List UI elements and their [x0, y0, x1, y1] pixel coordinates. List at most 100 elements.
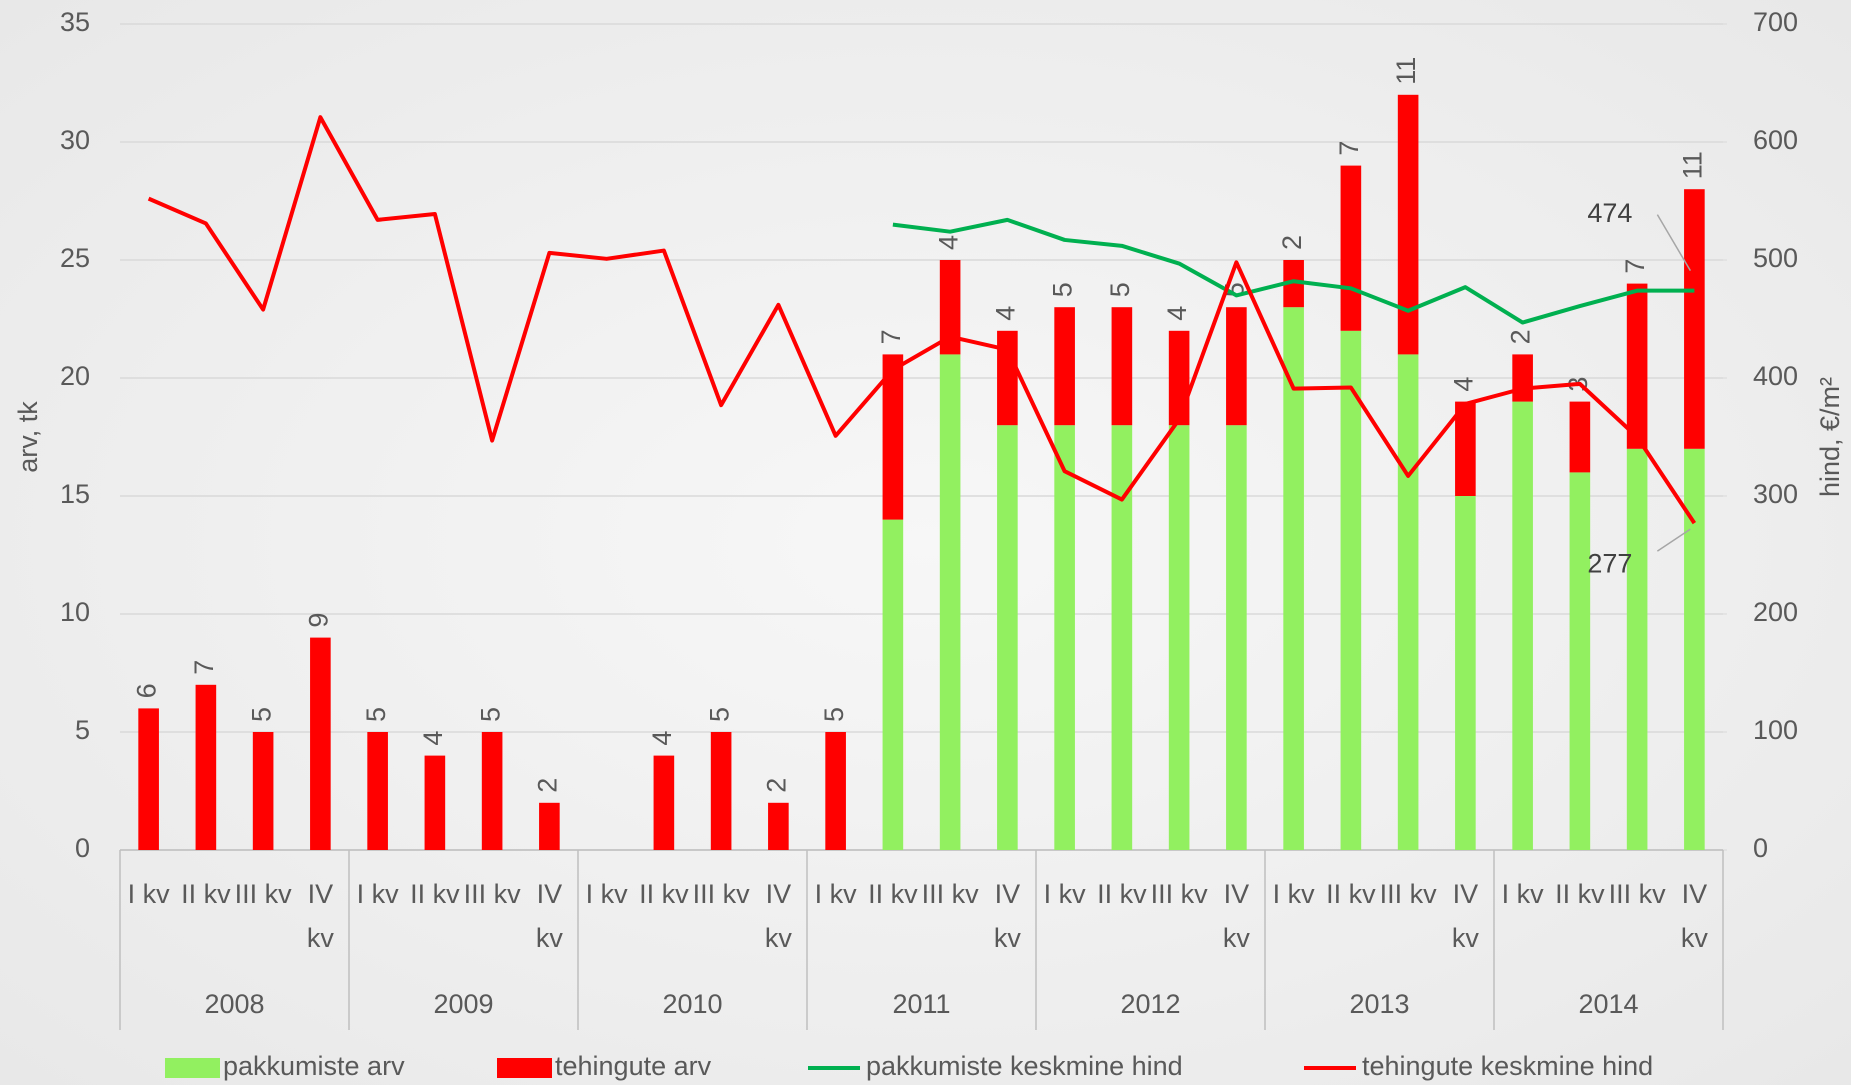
bar-segment	[1226, 307, 1247, 426]
bar-segment	[1283, 260, 1304, 308]
bar-segment	[252, 732, 274, 850]
data-label: 277	[1587, 548, 1632, 578]
bar-segment	[310, 637, 331, 850]
bar-segment	[1168, 330, 1190, 426]
bar-segment	[1569, 472, 1591, 850]
legend-label: tehingute arv	[555, 1051, 712, 1081]
y2-tick-label: 700	[1753, 7, 1798, 37]
y2-tick-label: 200	[1753, 597, 1798, 627]
data-label: 5	[1105, 282, 1135, 297]
bar-segment	[367, 732, 388, 850]
bar-segment	[1455, 496, 1476, 850]
data-label: 4	[991, 306, 1021, 321]
y-tick-label: 15	[60, 479, 90, 509]
data-label: 5	[246, 707, 276, 722]
bar-segment	[997, 425, 1018, 850]
bar-segment	[1684, 448, 1705, 850]
data-label: 5	[819, 707, 849, 722]
bar-segment	[882, 519, 904, 850]
data-label: 5	[1048, 282, 1078, 297]
data-label: 2	[762, 778, 792, 793]
bar-segment	[1111, 307, 1133, 426]
x-tick-label: II kv	[181, 879, 231, 909]
y-tick-label: 30	[60, 125, 90, 155]
y2-tick-label: 400	[1753, 361, 1798, 391]
y2-tick-label: 500	[1753, 243, 1798, 273]
bar-segment	[1626, 448, 1648, 850]
y-tick-label: 20	[60, 361, 90, 391]
data-label: 4	[1449, 377, 1479, 392]
x-tick-label: I kv	[1502, 879, 1545, 909]
y2-tick-label: 0	[1753, 833, 1768, 863]
data-label: 2	[1506, 329, 1536, 344]
data-label: 7	[189, 660, 219, 675]
data-label: 4	[418, 731, 448, 746]
x-tick-label: IV kv	[765, 879, 793, 953]
x-tick-label: II kv	[1555, 879, 1605, 909]
data-label: 9	[304, 613, 334, 628]
y-tick-label: 5	[75, 715, 90, 745]
x-tick-label: IV kv	[994, 879, 1022, 953]
data-label: 2	[533, 778, 563, 793]
y2-axis-title: hind, €/m²	[1815, 377, 1845, 497]
x-tick-label: III kv	[922, 879, 980, 909]
x-tick-label: IV kv	[1223, 879, 1251, 953]
x-tick-label: I kv	[1273, 879, 1316, 909]
legend-swatch	[497, 1058, 552, 1078]
x-tick-label: I kv	[357, 879, 400, 909]
line-series	[147, 115, 1697, 525]
x-tick-label: I kv	[815, 879, 858, 909]
group-label: 2013	[1349, 989, 1409, 1019]
leader-line	[1656, 528, 1691, 552]
x-tick-label: I kv	[586, 879, 629, 909]
x-tick-label: I kv	[1044, 879, 1087, 909]
data-label: 6	[132, 683, 162, 698]
x-tick-label: IV kv	[536, 879, 564, 953]
data-label: 7	[1334, 141, 1364, 156]
legend-label: pakkumiste arv	[223, 1051, 405, 1081]
bar-segment	[1512, 354, 1533, 402]
bar-segment	[539, 802, 560, 850]
x-tick-label: III kv	[1151, 879, 1209, 909]
x-tick-label: III kv	[235, 879, 293, 909]
bar-segment	[1569, 401, 1591, 473]
data-label: 7	[1620, 259, 1650, 274]
x-tick-label: II kv	[1097, 879, 1147, 909]
legend-label: pakkumiste keskmine hind	[866, 1051, 1183, 1081]
group-label: 2009	[433, 989, 493, 1019]
bar-segment	[1455, 401, 1476, 496]
bar-segment	[710, 732, 732, 850]
data-label: 7	[876, 329, 906, 344]
line-series	[892, 217, 1695, 325]
x-tick-label: IV kv	[1681, 879, 1709, 953]
data-label: 5	[704, 707, 734, 722]
leader-line	[1656, 214, 1692, 272]
bar-segment	[1512, 401, 1533, 850]
data-label: 5	[361, 707, 391, 722]
data-label: 474	[1587, 198, 1632, 228]
data-label: 2	[1277, 235, 1307, 250]
x-tick-label: III kv	[1380, 879, 1438, 909]
legend-label: tehingute keskmine hind	[1362, 1051, 1653, 1081]
bar-segment	[1340, 330, 1362, 850]
bar-segment	[1111, 425, 1133, 850]
data-label: 4	[933, 235, 963, 250]
x-tick-label: IV kv	[1452, 879, 1480, 953]
x-tick-label: II kv	[410, 879, 460, 909]
bar-segment	[195, 684, 217, 850]
bar-segment	[768, 802, 789, 850]
bar-segment	[1054, 425, 1075, 850]
bar-segment	[1684, 189, 1705, 449]
bar-segment	[1397, 94, 1419, 355]
group-label: 2014	[1578, 989, 1638, 1019]
y-tick-label: 35	[60, 7, 90, 37]
bar-segment	[939, 260, 961, 355]
x-tick-label: II kv	[1326, 879, 1376, 909]
x-tick-label: III kv	[693, 879, 751, 909]
bar-segment	[1168, 425, 1190, 850]
group-label: 2010	[662, 989, 722, 1019]
group-label: 2012	[1120, 989, 1180, 1019]
y2-tick-label: 100	[1753, 715, 1798, 745]
data-label: 4	[647, 731, 677, 746]
